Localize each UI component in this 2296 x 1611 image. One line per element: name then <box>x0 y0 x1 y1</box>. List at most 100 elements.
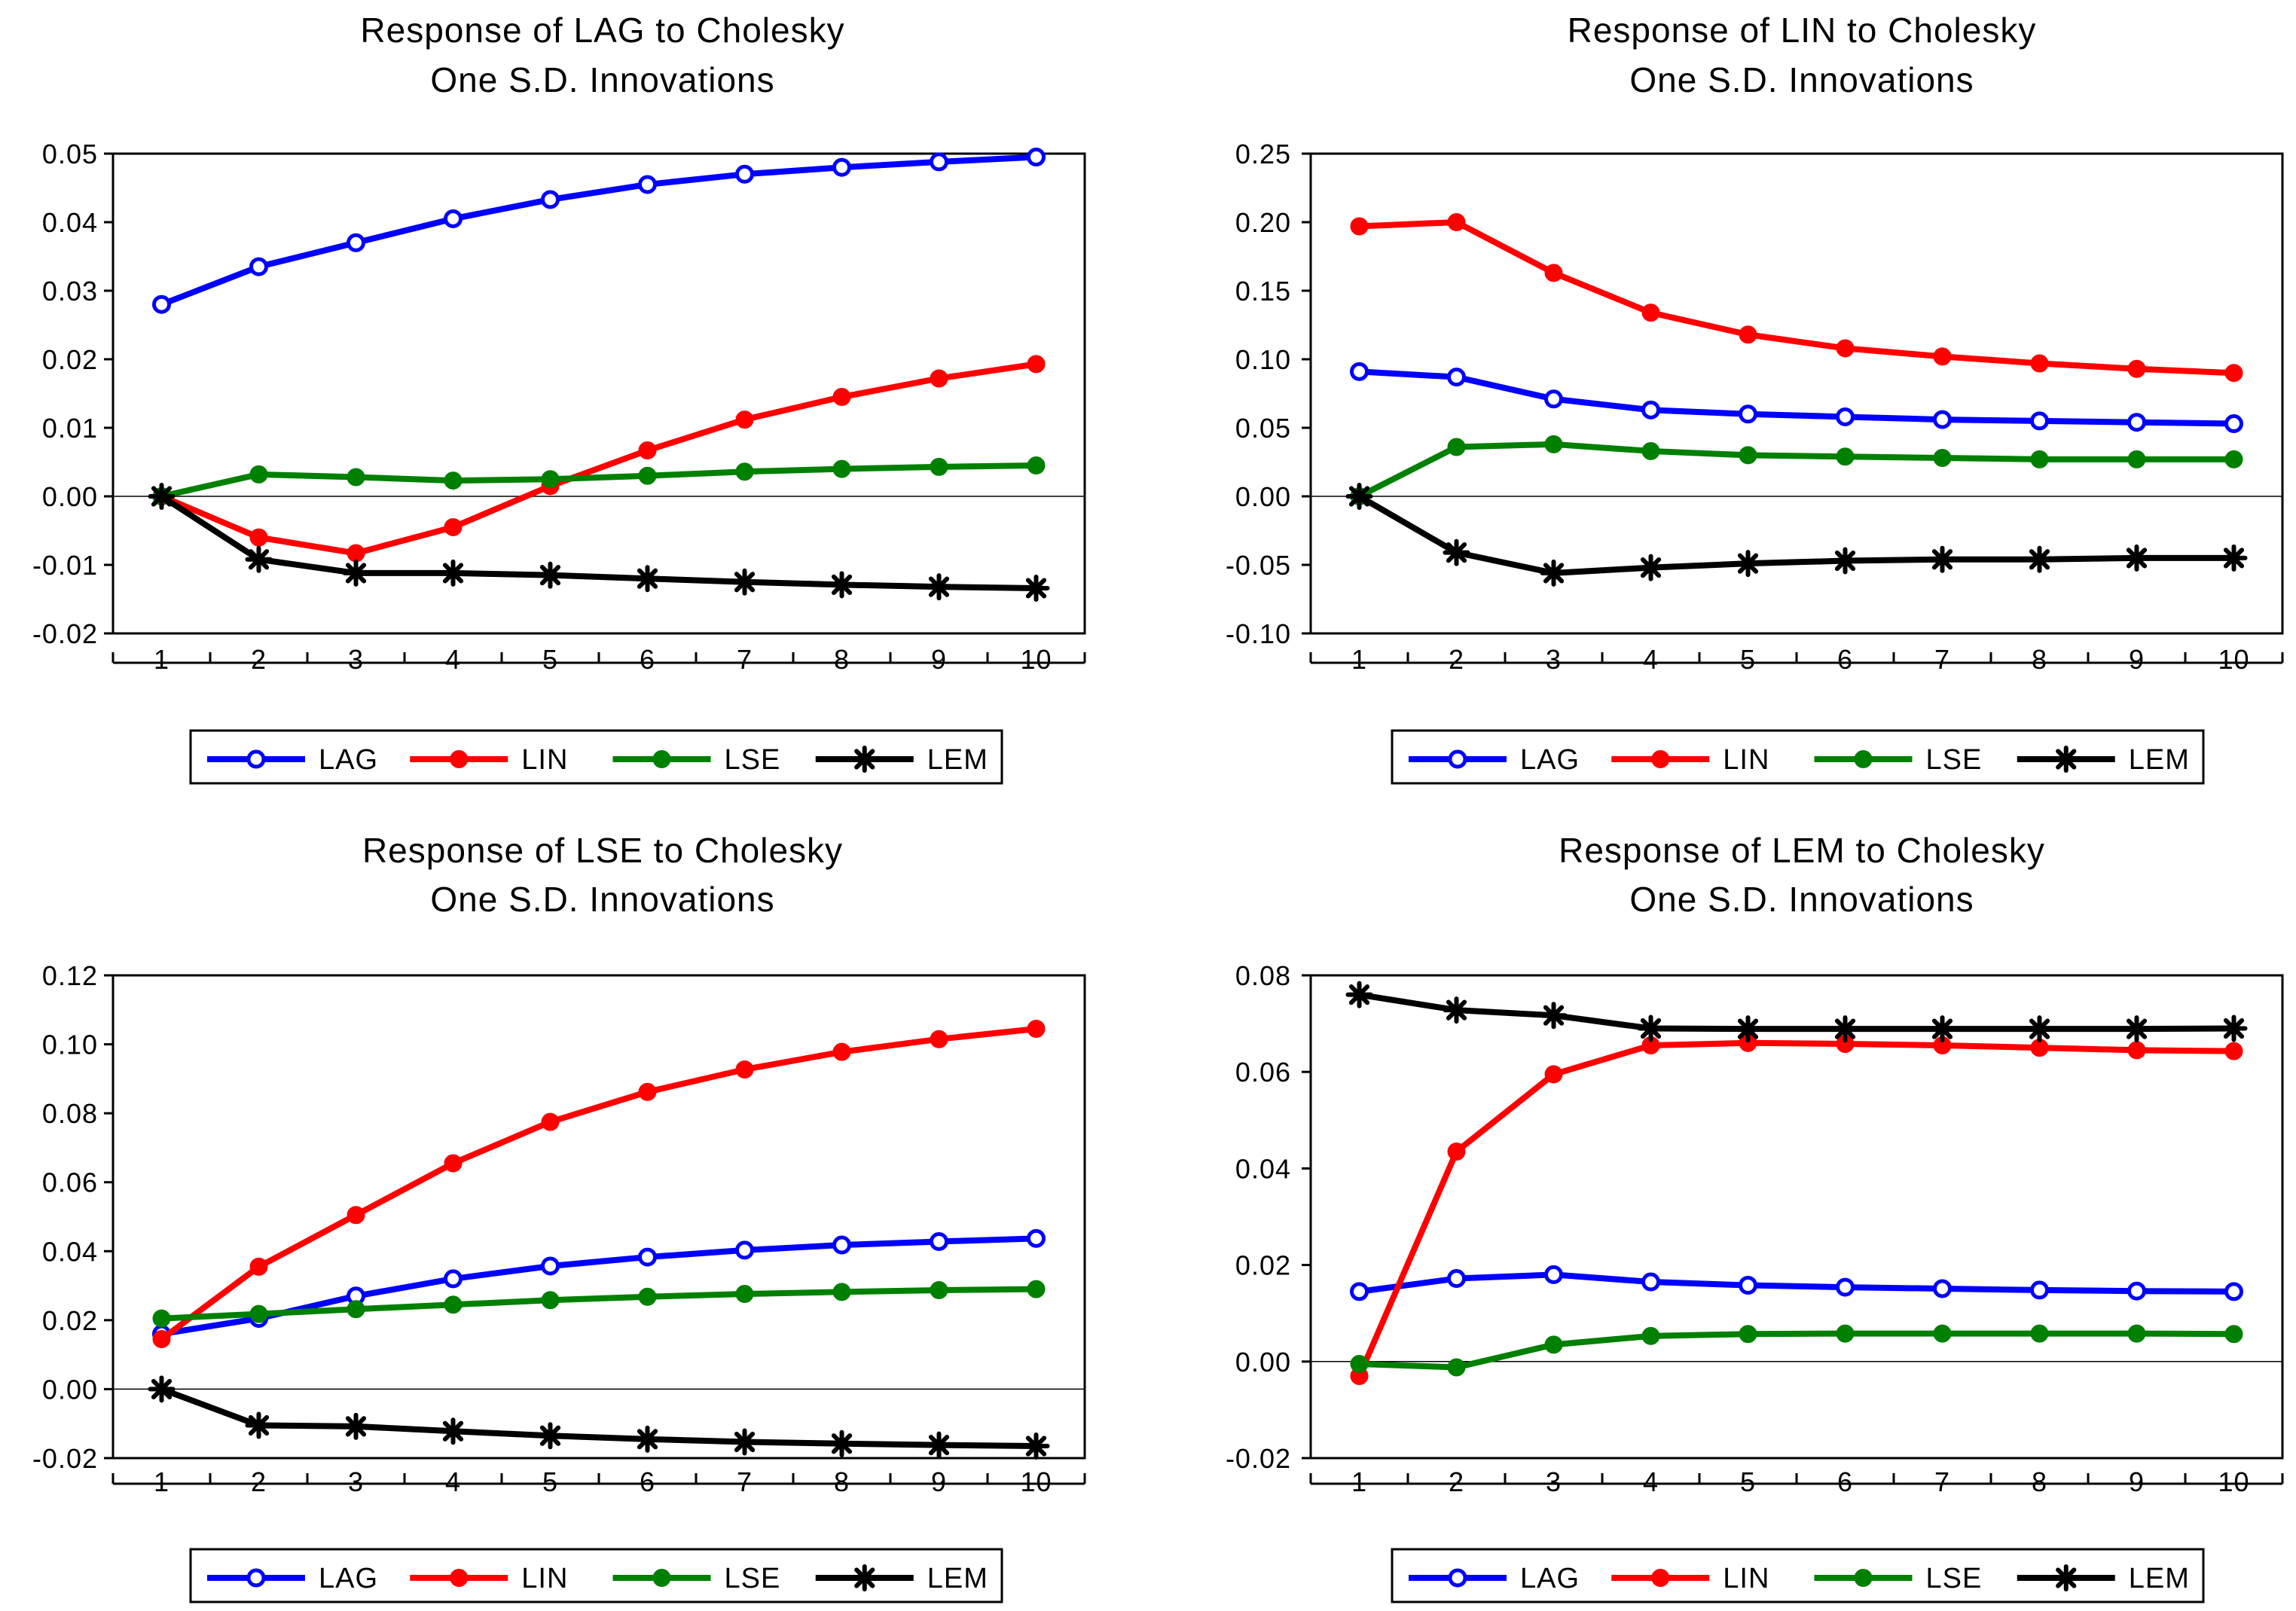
data-point-lag <box>930 1231 948 1251</box>
data-point-lse <box>1641 441 1660 460</box>
legend-label: LEM <box>2129 1563 2190 1594</box>
data-point-lse <box>832 459 851 478</box>
data-point-lin <box>2127 359 2146 378</box>
data-point-lag <box>1447 368 1466 387</box>
data-point-lin <box>1544 264 1563 282</box>
data-point-lem <box>1928 1015 1956 1043</box>
data-point-lag <box>1739 404 1757 424</box>
legend-marker-lag <box>1448 749 1467 769</box>
series-line-lag <box>1358 1271 2234 1295</box>
legend-marker-lag <box>246 749 266 769</box>
series-lin <box>1350 1033 2243 1386</box>
series-lin <box>1350 213 2243 383</box>
x-tick-label: 5 <box>542 1466 558 1497</box>
data-point-lse <box>2224 1325 2243 1344</box>
data-point-lse <box>1447 438 1466 456</box>
series-lse <box>1350 1324 2243 1377</box>
data-point-lin <box>638 441 657 460</box>
data-point-lse <box>735 462 754 481</box>
legend-marker-lse <box>1854 750 1873 768</box>
x-tick-label: 10 <box>1020 644 1052 675</box>
data-point-lse <box>541 470 560 489</box>
y-tick-label: -0.05 <box>1226 550 1291 581</box>
y-tick-label: 0.02 <box>42 344 98 375</box>
data-point-lse <box>541 1291 560 1310</box>
y-tick-label: 0.08 <box>1235 960 1291 991</box>
data-point-lag <box>832 157 851 177</box>
x-tick-label: 2 <box>251 644 267 675</box>
data-point-lin <box>1641 304 1660 322</box>
series-lag <box>1350 1265 2243 1301</box>
y-tick-label: 0.04 <box>42 207 98 238</box>
legend-label: LEM <box>927 1563 988 1594</box>
legend-item-lag: LAG <box>207 744 378 776</box>
legend-label: LIN <box>1723 744 1769 776</box>
data-point-lag <box>1447 1269 1466 1289</box>
legend-item-lin: LIN <box>410 1563 567 1594</box>
series-lse <box>1350 435 2243 505</box>
legend-label: LSE <box>1926 744 1983 776</box>
plot-frame <box>1309 152 2284 635</box>
data-point-lse <box>930 1281 948 1300</box>
data-point-lem <box>828 1429 856 1457</box>
data-point-lin <box>347 544 365 563</box>
series-lin <box>152 1019 1046 1349</box>
y-tick-label: 0.03 <box>42 276 98 307</box>
series-line-lse <box>1359 1330 2234 1371</box>
data-point-lin <box>2127 1041 2146 1060</box>
chart-panel-2: Response of LIN to Cholesky One S.D. Inno… <box>1226 11 2284 785</box>
legend-item-lse: LSE <box>612 1563 780 1594</box>
data-point-lem <box>634 565 661 593</box>
data-point-lin <box>347 1206 365 1225</box>
data-point-lse <box>638 466 657 485</box>
y-tick-label: 0.15 <box>1235 276 1291 307</box>
data-point-lse <box>249 465 268 484</box>
y-tick-label: -0.10 <box>1226 618 1291 649</box>
data-point-lse <box>638 1287 657 1306</box>
series-lse <box>152 456 1046 505</box>
x-tick-label: 1 <box>1351 1466 1367 1497</box>
x-tick-label: 8 <box>834 1466 850 1497</box>
legend-item-lse: LSE <box>1814 744 1983 776</box>
data-point-lag <box>638 1247 657 1267</box>
x-tick-label: 8 <box>834 644 850 675</box>
legend-item-lse: LSE <box>612 744 780 776</box>
data-point-lag <box>1544 1265 1563 1284</box>
data-point-lse <box>1350 1355 1369 1374</box>
x-tick-label: 10 <box>2218 1466 2249 1497</box>
y-tick-label: 0.25 <box>1235 139 1291 169</box>
x-tick-label: 9 <box>931 1466 947 1497</box>
series-lem <box>148 1375 1050 1460</box>
series-line-lem <box>1358 991 2234 1033</box>
data-point-lse <box>347 1300 365 1319</box>
chart-panel-4: Response of LEM to Cholesky One S.D. Inno… <box>1226 831 2284 1603</box>
legend-item-lag: LAG <box>1409 744 1579 776</box>
data-point-lse <box>930 457 948 476</box>
legend-label: LAG <box>319 744 378 776</box>
legend-item-lem: LEM <box>815 1563 988 1594</box>
y-tick-label: 0.12 <box>42 960 98 991</box>
y-tick-label: -0.01 <box>32 550 98 581</box>
legend-marker-lin <box>1651 750 1670 768</box>
plot-frame <box>111 974 1086 1460</box>
y-tick-label: 0.05 <box>1235 413 1291 444</box>
data-point-lem <box>925 573 953 601</box>
data-point-lse <box>1836 447 1855 466</box>
x-tick-label: 2 <box>1449 644 1464 675</box>
data-point-lin <box>638 1082 657 1101</box>
x-tick-label: 3 <box>348 644 364 675</box>
data-point-lem <box>148 1375 176 1403</box>
data-point-lin <box>2030 354 2049 373</box>
series-line-lag <box>160 154 1037 307</box>
legend-marker-lse <box>1854 1569 1873 1587</box>
y-tick-label: 0.02 <box>1235 1250 1291 1281</box>
x-tick-label: 8 <box>2032 644 2047 675</box>
data-point-lin <box>930 369 948 388</box>
data-point-lse <box>2030 1324 2049 1343</box>
y-tick-label: 0.06 <box>1235 1057 1291 1088</box>
series-line-lin <box>160 361 1037 557</box>
x-tick-label: 4 <box>1643 644 1659 675</box>
data-point-lag <box>2127 413 2146 432</box>
data-point-lem <box>1831 547 1859 575</box>
data-point-lem <box>245 545 273 573</box>
